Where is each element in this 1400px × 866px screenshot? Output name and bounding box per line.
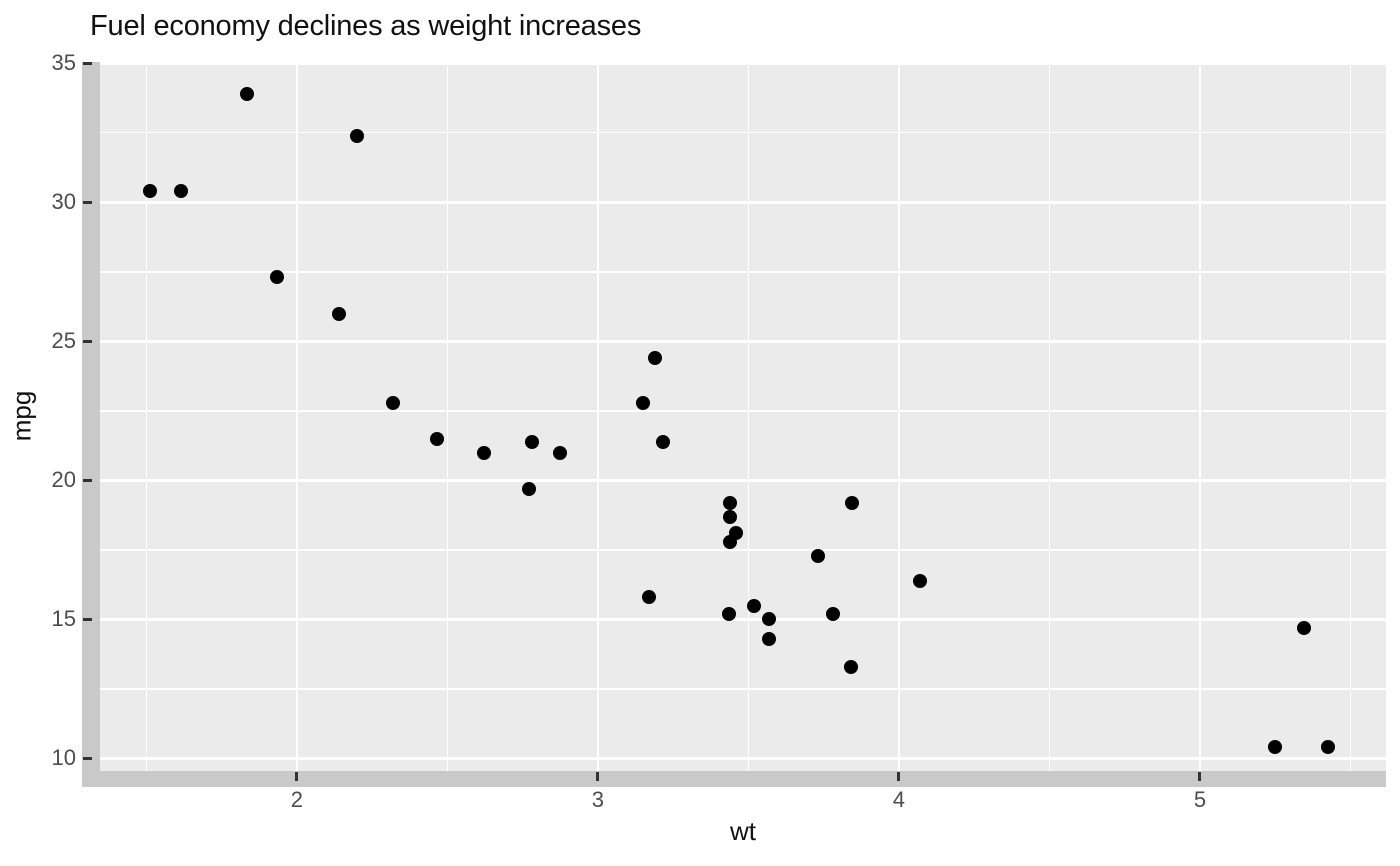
minor-gridline-x	[747, 62, 749, 771]
data-point	[524, 434, 539, 449]
minor-gridline-y	[100, 410, 1386, 412]
data-point	[723, 534, 738, 549]
data-point	[240, 86, 255, 101]
y-tick-label: 20	[51, 467, 76, 493]
major-gridline-x	[897, 62, 901, 771]
data-point	[386, 395, 401, 410]
y-axis-tick	[83, 61, 92, 65]
y-axis-tick	[83, 617, 92, 621]
chart-title: Fuel economy declines as weight increase…	[90, 10, 642, 42]
minor-gridline-y	[100, 688, 1386, 690]
x-tick-label: 3	[591, 787, 605, 812]
x-axis-tick	[295, 772, 299, 781]
data-point	[1268, 740, 1283, 755]
data-point	[642, 590, 657, 605]
y-axis-tick	[83, 200, 92, 204]
data-point	[1296, 620, 1311, 635]
data-point	[843, 659, 858, 674]
data-point	[1320, 740, 1335, 755]
data-point	[913, 573, 927, 588]
y-axis-tick	[83, 478, 92, 482]
major-gridline-y	[100, 62, 1386, 65]
minor-gridline-x	[1048, 62, 1051, 771]
x-axis-tick	[596, 772, 600, 781]
y-axis-tick	[83, 339, 92, 343]
major-gridline-y	[100, 757, 1386, 760]
y-axis-title: mpg	[6, 390, 37, 442]
major-gridline-y	[100, 618, 1386, 621]
major-gridline-y	[100, 201, 1386, 204]
data-point	[350, 128, 365, 143]
data-point	[636, 395, 651, 410]
data-point	[723, 495, 738, 510]
minor-gridline-y	[100, 549, 1386, 551]
data-point	[270, 270, 285, 285]
data-point	[429, 431, 444, 446]
data-point	[762, 631, 777, 646]
data-point	[747, 598, 762, 613]
y-tick-label: 10	[51, 745, 76, 771]
y-tick-label: 30	[51, 189, 76, 215]
x-axis-title: wt	[730, 816, 756, 846]
minor-gridline-x	[1349, 62, 1352, 771]
major-gridline-x	[596, 62, 600, 771]
data-point	[723, 509, 738, 524]
minor-gridline-y	[100, 132, 1386, 134]
data-point	[825, 606, 840, 621]
minor-gridline-y	[100, 271, 1386, 273]
data-point	[173, 184, 188, 199]
data-point	[332, 306, 347, 321]
y-axis-tick	[83, 756, 92, 760]
y-tick-label: 25	[51, 328, 76, 354]
data-point	[655, 434, 670, 449]
data-point	[553, 445, 568, 460]
minor-gridline-x	[145, 62, 147, 771]
x-tick-label: 5	[1193, 787, 1207, 812]
x-axis-tick	[1198, 772, 1202, 781]
data-point	[845, 495, 860, 510]
x-tick-label: 4	[892, 787, 906, 812]
data-point	[648, 351, 663, 366]
x-tick-label: 2	[290, 787, 303, 812]
major-gridline-x	[1198, 62, 1202, 771]
data-point	[143, 184, 158, 199]
data-point	[521, 481, 536, 496]
data-point	[476, 445, 491, 460]
major-gridline-y	[100, 479, 1386, 482]
major-gridline-x	[295, 62, 299, 771]
axis-band-bottom	[82, 770, 1386, 787]
x-axis-tick	[897, 772, 901, 781]
data-point	[762, 612, 777, 627]
minor-gridline-x	[446, 62, 448, 771]
major-gridline-y	[100, 340, 1386, 343]
y-tick-label: 15	[51, 606, 76, 632]
data-point	[721, 606, 736, 621]
data-point	[810, 548, 825, 563]
y-tick-label: 35	[51, 50, 76, 76]
axis-band-left	[82, 62, 100, 787]
plot-panel	[100, 62, 1386, 771]
